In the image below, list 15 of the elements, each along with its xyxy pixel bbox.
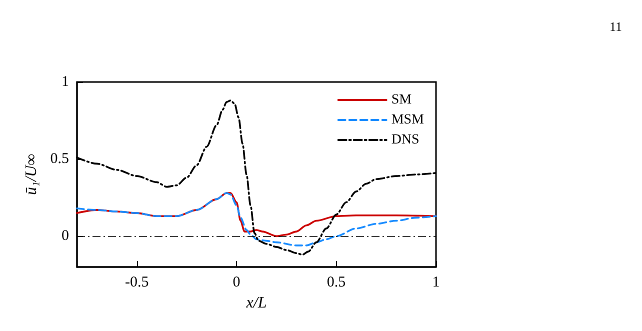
x-axis-title: x/L bbox=[245, 294, 267, 312]
legend-label: MSM bbox=[391, 112, 425, 128]
line-series bbox=[76, 192, 437, 246]
x-tick-label: 0.5 bbox=[326, 274, 346, 290]
y-tick-label: 0.5 bbox=[50, 151, 69, 168]
y-tick-label: 0 bbox=[62, 228, 69, 244]
text: 11 bbox=[609, 19, 622, 34]
y-tick-label: 1 bbox=[62, 74, 69, 90]
legend-label: DNS bbox=[391, 132, 420, 148]
x-tick-label: 0 bbox=[232, 274, 240, 290]
x-tick-label: -0.5 bbox=[124, 274, 149, 290]
legend-label: SM bbox=[391, 92, 412, 108]
line-series bbox=[76, 192, 437, 238]
y-axis-title: ū₁/U∞ bbox=[22, 154, 40, 195]
x-tick-label: 1 bbox=[432, 274, 440, 290]
